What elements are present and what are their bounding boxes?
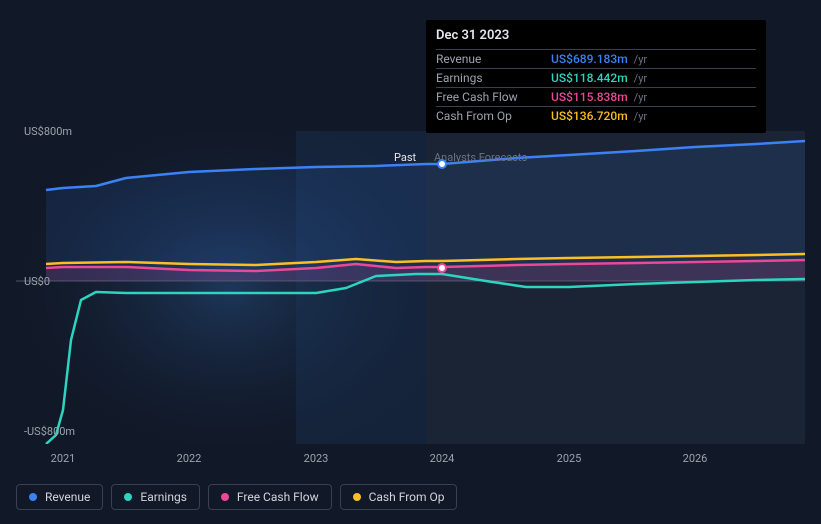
x-axis-label: 2023 (304, 452, 329, 465)
legend-label: Cash From Op (369, 490, 445, 504)
tooltip-row-label: Cash From Op (436, 109, 551, 123)
chart-tooltip: Dec 31 2023 RevenueUS$689.183m/yrEarning… (426, 20, 766, 133)
hover-marker (437, 159, 447, 169)
tooltip-row: RevenueUS$689.183m/yr (436, 49, 756, 68)
legend-label: Revenue (45, 490, 90, 504)
x-axis-label: 2024 (430, 452, 455, 465)
legend-item[interactable]: Cash From Op (340, 484, 458, 510)
x-axis-label: 2021 (51, 452, 76, 465)
tooltip-row-unit: /yr (634, 53, 647, 66)
tooltip-row-label: Free Cash Flow (436, 90, 551, 104)
tooltip-row-value: US$118.442m (551, 71, 628, 85)
legend-label: Free Cash Flow (237, 490, 319, 504)
y-axis-label: -US$800m (24, 425, 75, 438)
legend-dot-icon (221, 493, 229, 501)
tooltip-row: Free Cash FlowUS$115.838m/yr (436, 87, 756, 106)
tooltip-row-value: US$115.838m (551, 90, 628, 104)
tooltip-row-label: Revenue (436, 52, 551, 66)
legend-dot-icon (124, 493, 132, 501)
hover-marker (437, 263, 447, 273)
legend-item[interactable]: Free Cash Flow (208, 484, 332, 510)
x-axis-label: 2022 (177, 452, 202, 465)
tooltip-row-value: US$689.183m (551, 52, 628, 66)
y-axis-label: US$800m (24, 125, 72, 138)
legend-dot-icon (353, 493, 361, 501)
tooltip-row: Cash From OpUS$136.720m/yr (436, 106, 756, 125)
legend-item[interactable]: Earnings (111, 484, 200, 510)
tooltip-row-label: Earnings (436, 71, 551, 85)
chart-legend: Revenue Earnings Free Cash Flow Cash From O… (16, 484, 457, 510)
forecast-label: Analysts Forecasts (434, 151, 527, 164)
y-axis-label: US$0 (24, 275, 50, 288)
x-axis-label: 2026 (683, 452, 708, 465)
tooltip-row: EarningsUS$118.442m/yr (436, 68, 756, 87)
tooltip-row-value: US$136.720m (551, 109, 628, 123)
tooltip-row-unit: /yr (634, 72, 647, 85)
legend-label: Earnings (140, 490, 187, 504)
legend-item[interactable]: Revenue (16, 484, 103, 510)
tooltip-title: Dec 31 2023 (436, 28, 756, 49)
legend-dot-icon (29, 493, 37, 501)
tooltip-row-unit: /yr (634, 91, 647, 104)
x-axis-label: 2025 (557, 452, 582, 465)
tooltip-row-unit: /yr (634, 110, 647, 123)
